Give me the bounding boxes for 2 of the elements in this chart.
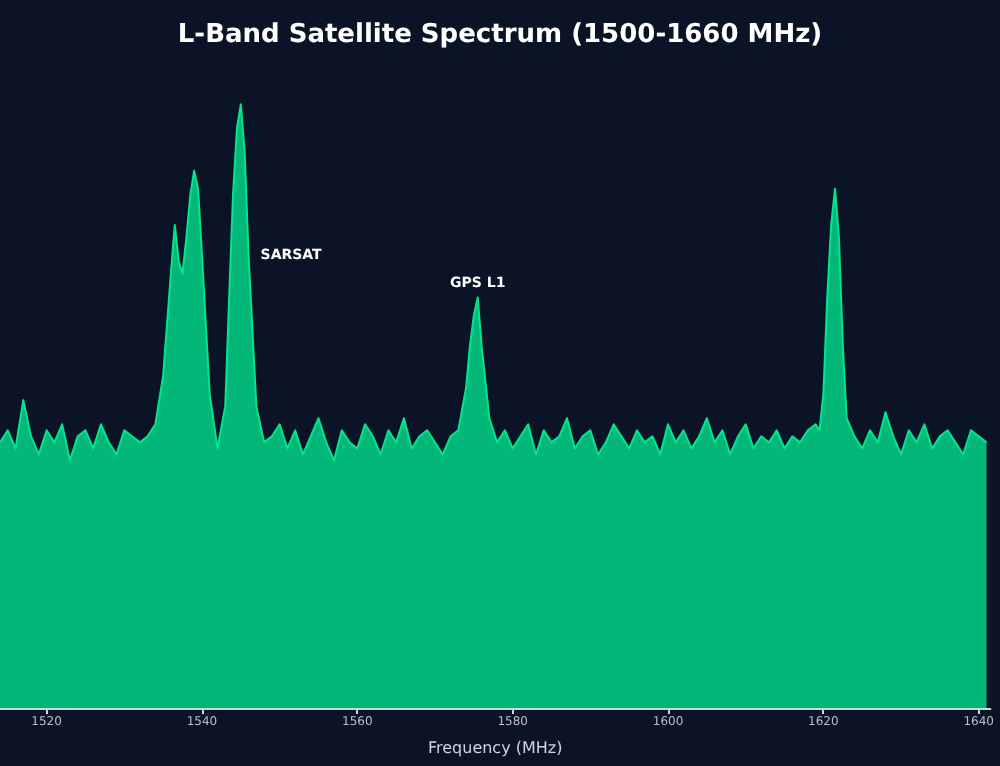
x-axis-title: Frequency (MHz) <box>427 739 563 757</box>
chart-title: L-Band Satellite Spectrum (1500-1660 MHz) <box>177 20 823 50</box>
